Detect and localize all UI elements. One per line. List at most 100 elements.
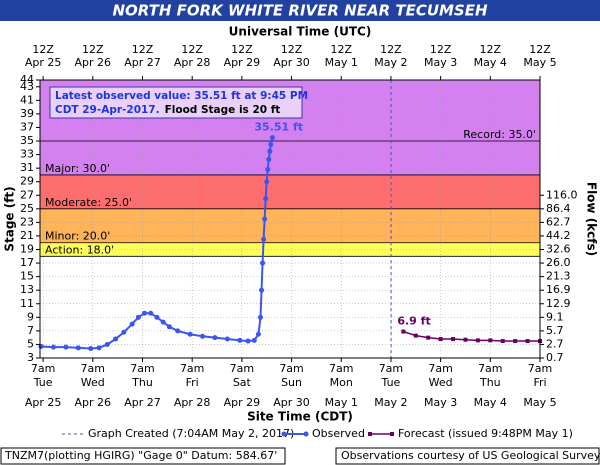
data-point xyxy=(451,337,456,342)
y2-tick-label: 5.7 xyxy=(546,324,564,337)
legend-symbol xyxy=(281,431,287,437)
x-tick-date: Apr 25 xyxy=(25,396,62,409)
data-point xyxy=(104,341,110,347)
data-point xyxy=(129,321,135,327)
x-tick-weekday: Sat xyxy=(233,376,252,389)
x2-tick-label: 12Z xyxy=(380,43,402,56)
data-point xyxy=(475,338,480,343)
data-point xyxy=(148,310,154,316)
x-tick-label: 7am xyxy=(130,362,154,375)
x-tick-weekday: Mon xyxy=(330,376,353,389)
data-point xyxy=(488,338,493,343)
data-point xyxy=(245,338,251,344)
x2-tick-label: 12Z xyxy=(32,43,54,56)
data-point xyxy=(75,345,81,351)
x2-tick-date: May 4 xyxy=(474,56,507,69)
legend: Graph Created (7:04AM May 2, 2017) Obser… xyxy=(62,427,573,440)
y-tick-label: 31 xyxy=(20,161,34,174)
legend-symbol xyxy=(390,432,394,436)
data-point xyxy=(121,329,127,335)
x2-tick-date: May 5 xyxy=(523,56,556,69)
record-label: Record: 35.0' xyxy=(463,128,536,141)
x-tick-label: 7am xyxy=(180,362,204,375)
x-tick-weekday: Wed xyxy=(81,376,105,389)
data-point xyxy=(263,196,269,202)
x2-tick-label: 12Z xyxy=(231,43,253,56)
data-point xyxy=(135,314,141,320)
x2-tick-date: May 2 xyxy=(374,56,407,69)
y-tick-label: 15 xyxy=(20,270,34,283)
x-tick-label: 7am xyxy=(81,362,105,375)
x-tick-date: May 5 xyxy=(523,396,556,409)
data-point xyxy=(142,310,148,316)
y-tick-label: 21 xyxy=(20,229,34,242)
data-point xyxy=(175,328,181,334)
x-tick-weekday: Sun xyxy=(281,376,302,389)
data-point xyxy=(259,287,265,293)
data-point xyxy=(187,331,193,337)
flood-band xyxy=(40,174,540,209)
data-point xyxy=(257,314,263,320)
x2-tick-date: Apr 26 xyxy=(75,56,112,69)
flood-label: Minor: 20.0' xyxy=(45,230,110,243)
flood-label: Action: 18.0' xyxy=(45,243,114,256)
x-tick-weekday: Wed xyxy=(429,376,453,389)
x-axis-title: Site Time (CDT) xyxy=(247,410,353,424)
x-tick-label: 7am xyxy=(428,362,452,375)
x-tick-weekday: Thu xyxy=(479,376,501,389)
footer-box xyxy=(335,447,600,465)
data-point xyxy=(251,337,257,343)
annotation-box xyxy=(49,86,303,119)
data-point xyxy=(463,337,468,342)
y-tick-label: 13 xyxy=(20,283,34,296)
x-tick-date: May 3 xyxy=(424,396,457,409)
y-tick-label: 29 xyxy=(20,175,34,188)
data-point xyxy=(261,236,267,242)
plot-area: 3579111315171921232527293133353739414344… xyxy=(20,43,578,409)
x-tick-date: May 2 xyxy=(374,396,407,409)
data-point xyxy=(265,167,271,173)
y2-tick-label: 9.1 xyxy=(546,310,564,323)
x-tick-label: 7am xyxy=(478,362,502,375)
legend-symbol xyxy=(303,431,309,437)
x2-tick-date: Apr 28 xyxy=(174,56,211,69)
data-point xyxy=(401,329,406,334)
x2-tick-label: 12Z xyxy=(132,43,154,56)
y2-tick-label: 26.0 xyxy=(546,256,571,269)
x2-tick-date: May 1 xyxy=(325,56,358,69)
y2-tick-label: 116.0 xyxy=(546,188,578,201)
data-point xyxy=(269,135,275,141)
y-tick-label: 11 xyxy=(20,297,34,310)
data-point xyxy=(113,336,119,342)
x2-tick-label: 12Z xyxy=(330,43,352,56)
footer-box xyxy=(0,447,286,465)
x2-axis-title: Universal Time (UTC) xyxy=(229,25,372,39)
point-label: 6.9 ft xyxy=(397,315,430,328)
x-tick-date: May 1 xyxy=(325,396,358,409)
data-point xyxy=(237,337,243,343)
legend-label: Observed xyxy=(312,427,365,440)
chart-title: NORTH FORK WHITE RIVER NEAR TECUMSEH xyxy=(112,2,488,20)
x-tick-label: 7am xyxy=(31,362,55,375)
y-tick-label: 43 xyxy=(20,80,34,93)
plot-border xyxy=(39,79,541,359)
data-point xyxy=(260,260,266,266)
flood-band xyxy=(40,208,540,243)
x-tick-date: May 4 xyxy=(474,396,507,409)
x-tick-weekday: Tue xyxy=(33,376,53,389)
annotation-part: Flood Stage is 20 ft xyxy=(165,104,281,116)
y2-tick-label: 21.3 xyxy=(546,270,571,283)
data-point xyxy=(224,336,230,342)
x2-tick-label: 12Z xyxy=(281,43,303,56)
x2-tick-date: May 3 xyxy=(424,56,457,69)
data-point xyxy=(212,335,218,341)
data-point xyxy=(50,344,56,350)
y-tick-label: 37 xyxy=(20,120,34,133)
y-tick-label: 25 xyxy=(20,202,34,215)
data-point xyxy=(438,337,443,342)
data-point xyxy=(160,319,166,325)
x-tick-label: 7am xyxy=(279,362,303,375)
y-tick-label: 44 xyxy=(20,73,34,86)
y-tick-label: 41 xyxy=(20,93,34,106)
x2-tick-date: Apr 25 xyxy=(25,56,62,69)
